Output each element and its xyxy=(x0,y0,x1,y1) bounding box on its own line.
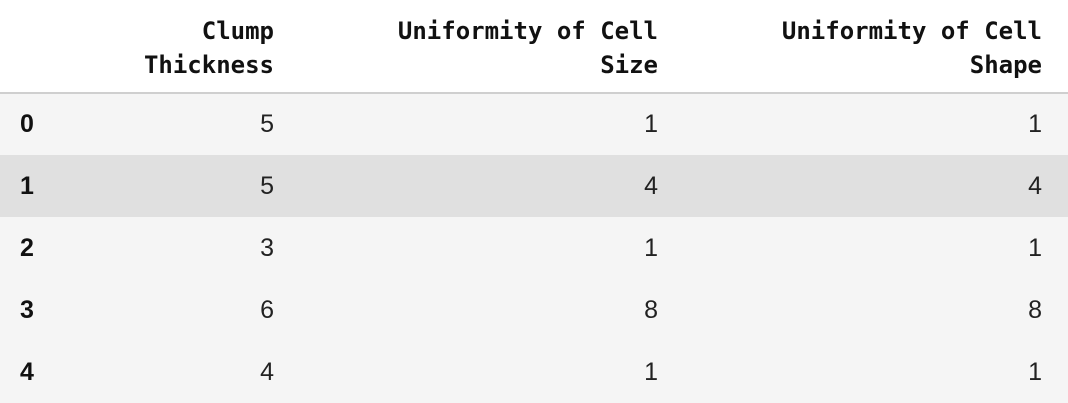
column-header-uniformity-of-cell-shape: Uniformity of Cell Shape xyxy=(684,0,1068,94)
cell-uniformity-of-cell-size: 8 xyxy=(644,295,658,324)
column-header-line: Thickness xyxy=(143,51,274,79)
table-row: 4 4 1 1 xyxy=(0,341,1068,403)
header-row: Clump Thickness Uniformity of Cell Size … xyxy=(0,0,1068,94)
cell-uniformity-of-cell-shape: 1 xyxy=(1028,357,1042,386)
index-header xyxy=(0,0,100,94)
column-header-uniformity-of-cell-size: Uniformity of Cell Size xyxy=(300,0,684,94)
column-header-line: Uniformity of Cell xyxy=(397,17,658,45)
column-header-clump-thickness: Clump Thickness xyxy=(100,0,300,94)
cell-clump-thickness: 3 xyxy=(260,233,274,262)
cell-clump-thickness: 5 xyxy=(260,171,274,200)
cell-uniformity-of-cell-shape: 8 xyxy=(1028,295,1042,324)
table-header: Clump Thickness Uniformity of Cell Size … xyxy=(0,0,1068,94)
row-index: 4 xyxy=(20,357,34,386)
cell-clump-thickness: 6 xyxy=(260,295,274,324)
row-index: 1 xyxy=(20,171,34,200)
cell-uniformity-of-cell-shape: 1 xyxy=(1028,233,1042,262)
row-index: 2 xyxy=(20,233,34,262)
cell-clump-thickness: 4 xyxy=(260,357,274,386)
table-row: 3 6 8 8 xyxy=(0,279,1068,341)
table-row: 2 3 1 1 xyxy=(0,217,1068,279)
cell-uniformity-of-cell-size: 1 xyxy=(644,233,658,262)
column-header-line: Size xyxy=(600,51,658,79)
cell-uniformity-of-cell-shape: 4 xyxy=(1028,171,1042,200)
cell-clump-thickness: 5 xyxy=(260,110,274,138)
table-row: 1 5 4 4 xyxy=(0,155,1068,217)
row-index: 3 xyxy=(20,295,34,324)
column-header-line: Shape xyxy=(969,51,1042,79)
cell-uniformity-of-cell-size: 1 xyxy=(644,110,658,138)
row-index: 0 xyxy=(20,110,34,138)
table-body: 0 5 1 1 1 5 4 4 2 3 1 1 3 6 8 8 xyxy=(0,93,1068,403)
cell-uniformity-of-cell-size: 4 xyxy=(644,171,658,200)
table-row: 0 5 1 1 xyxy=(0,93,1068,155)
column-header-line: Uniformity of Cell xyxy=(781,17,1042,45)
column-header-line: Clump xyxy=(201,17,274,45)
cell-uniformity-of-cell-size: 1 xyxy=(644,357,658,386)
cell-uniformity-of-cell-shape: 1 xyxy=(1028,110,1042,138)
